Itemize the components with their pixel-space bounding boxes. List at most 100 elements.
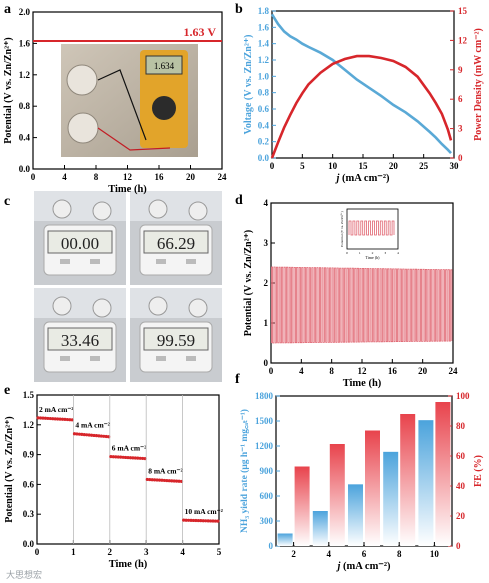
panel-e-point — [97, 434, 101, 438]
panel-f-ytick-label: 1200 — [255, 441, 274, 451]
panel-e-point — [172, 479, 176, 483]
panel-a-multimeter-screen — [145, 55, 183, 75]
panel-c-timer-button — [90, 259, 100, 264]
panel-e-point — [133, 456, 137, 460]
panel-c-timer-reading: 00.00 — [61, 234, 99, 253]
panel-b-ylabel-left: Voltage (V vs. Zn/Zn²⁺) — [243, 35, 254, 135]
panel-e-ytick-label: 0.3 — [23, 509, 35, 519]
panel-f-ytick-label: 1500 — [255, 416, 274, 426]
panel-e-point — [80, 432, 84, 436]
panel-d-xtick-label: 12 — [358, 366, 368, 376]
panel-e-point — [128, 456, 133, 460]
panel-b-xtick-label: 25 — [419, 161, 429, 171]
panel-e-point — [119, 455, 123, 459]
panel-e-point — [201, 519, 205, 523]
panel-e-point — [65, 417, 70, 422]
panel-e-label: e — [4, 383, 10, 398]
panel-e-segment-label: 6 mA cm⁻² — [112, 444, 147, 453]
panel-e-point — [53, 417, 57, 421]
panel-f-bar-right — [294, 466, 310, 546]
panel-c-photo-bg — [34, 288, 126, 318]
panel-d-inset-series — [348, 220, 395, 236]
panel-c-photo-bg — [130, 191, 222, 221]
panel-e-point — [116, 455, 120, 459]
panel-c-timer-button — [60, 259, 70, 264]
panel-e-point — [131, 456, 135, 460]
panel-e-xtick-label: 4 — [180, 547, 185, 557]
panel-d-ylabel: Potential (V vs. Zn/Zn²⁺) — [243, 230, 254, 336]
panel-f-label: f — [235, 372, 240, 387]
panel-c-timer-screen — [143, 327, 209, 351]
panel-a-label: a — [4, 2, 11, 17]
panel-b-ytick-label: 0.4 — [258, 120, 270, 130]
panel-f-ytick-label: 300 — [260, 516, 274, 526]
panel-b-ytick-label: 1.8 — [258, 6, 270, 16]
panel-c-cell — [92, 201, 112, 221]
panel-e-xtick-label: 2 — [108, 547, 113, 557]
panel-e-point — [184, 518, 188, 522]
panel-e-point — [175, 479, 179, 483]
panel-f-ytick-right-label: 20 — [456, 511, 466, 521]
panel-d-xtick-label: 0 — [269, 366, 274, 376]
panel-c-timer-screen — [47, 327, 113, 351]
panel-c-timer-button — [156, 259, 166, 264]
panel-e-xlabel: Time (h) — [109, 559, 148, 570]
panel-a-xtick-label: 20 — [186, 172, 196, 182]
panel-b-ytick-label: 1.2 — [258, 55, 270, 65]
panel-d-ytick-label: 2 — [264, 278, 269, 288]
panel-b-ytick-label: 1.4 — [258, 39, 270, 49]
panel-e-point — [126, 455, 130, 460]
panel-e-point — [90, 433, 94, 437]
panel-e-ytick-label: 0.9 — [23, 450, 35, 460]
panel-e-point — [77, 432, 81, 436]
panel-f-bar-left — [418, 420, 434, 546]
panel-c-timer-reading: 99.59 — [157, 331, 195, 350]
panel-a-annotation: 1.63 V — [184, 25, 217, 39]
panel-b-series-right-line — [270, 54, 453, 159]
panel-b-ylabel-right: Power Density (mW cm⁻²) — [473, 28, 484, 141]
panel-b-ytick-label: 0.2 — [258, 137, 270, 147]
panel-c-timer-button — [156, 356, 166, 361]
panel-d-ytick-label: 0 — [264, 358, 269, 368]
panel-e-segment-label: 4 mA cm⁻² — [75, 421, 110, 430]
panel-e-point — [85, 433, 89, 437]
panel-e-point — [51, 417, 55, 421]
panel-e-ytick-label: 0.0 — [23, 539, 35, 549]
panel-e-point — [216, 519, 220, 523]
panel-e-point — [191, 518, 196, 523]
panel-f-ytick-right-label: 80 — [456, 421, 466, 431]
panel-e-point — [63, 417, 67, 422]
panel-e-point — [111, 455, 115, 459]
panel-b-ytick-label: 0.0 — [258, 153, 270, 163]
panel-b-xtick-label: 30 — [450, 161, 460, 171]
panel-a-xlabel: Time (h) — [108, 184, 147, 195]
panel-f-bar-left — [348, 484, 363, 546]
panel-f-bar-right — [365, 430, 380, 546]
panel-e-point — [94, 434, 99, 438]
panel-e-point — [138, 456, 142, 460]
panel-f-bar-left — [277, 533, 293, 546]
panel-f-ylabel-right: FE (%) — [473, 455, 484, 487]
panel-a-ytick-label: 0.0 — [19, 164, 31, 174]
panel-e-ytick-label: 1.5 — [23, 390, 35, 400]
panel-d-inset-xtick-label: 1 — [359, 251, 361, 255]
panel-f-bar-left — [383, 451, 399, 546]
panel-d-xlabel: Time (h) — [343, 378, 382, 389]
panel-d-xtick-label: 16 — [388, 366, 398, 376]
panel-b-ytick-right-label: 9 — [458, 65, 463, 75]
panel-d-ytick-label: 1 — [264, 318, 269, 328]
panel-b-ytick-right-label: 3 — [458, 124, 463, 134]
panel-b-ytick-label: 1.0 — [258, 71, 270, 81]
panel-b-ytick-label: 1.6 — [258, 22, 270, 32]
panel-c-photo-bg — [130, 288, 222, 318]
panel-e-point — [208, 519, 213, 523]
panel-e-point — [109, 454, 113, 459]
panel-a-xtick-label: 4 — [62, 172, 67, 182]
panel-e-point — [82, 432, 86, 437]
panel-f-ytick-label: 900 — [260, 466, 274, 476]
panel-a-cell-1 — [66, 64, 98, 96]
panel-f-ytick-right-label: 40 — [456, 481, 466, 491]
panel-b-series-left-line — [270, 13, 452, 154]
panel-e-point — [114, 455, 118, 459]
